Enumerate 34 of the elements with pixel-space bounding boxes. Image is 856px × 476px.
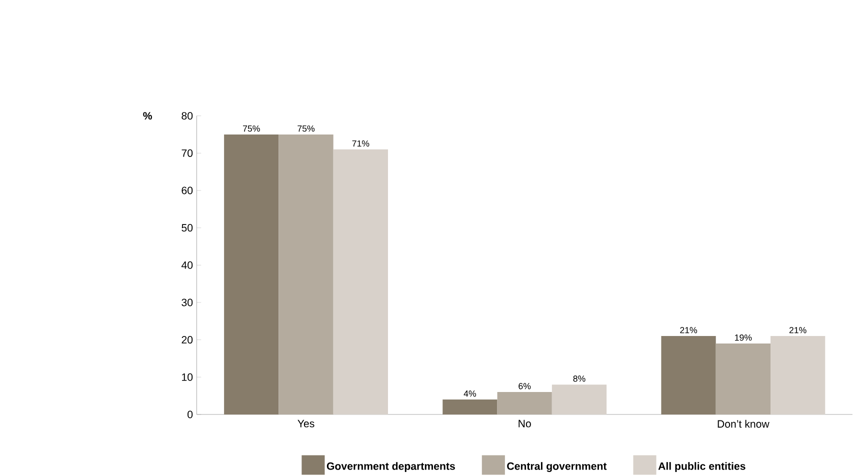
bar: [552, 384, 607, 414]
data-label: 19%: [735, 334, 752, 340]
bar: [333, 149, 388, 414]
data-label: 71%: [352, 140, 370, 146]
bar: [770, 336, 826, 414]
x-tick-label: Don’t know: [718, 420, 770, 428]
y-axis-title: %: [143, 112, 152, 120]
legend-label: All public entities: [658, 462, 746, 472]
legend-label: Government departments: [326, 462, 455, 472]
bar: [278, 134, 334, 414]
x-tick-label: Yes: [298, 420, 314, 428]
x-tick-label: No: [518, 420, 531, 428]
y-tick-label: 60: [182, 186, 193, 194]
data-label: 6%: [518, 382, 531, 389]
bar: [497, 392, 552, 414]
bar: [716, 343, 771, 414]
data-label: 4%: [464, 390, 476, 396]
legend-label: Central government: [507, 462, 607, 472]
data-label: 21%: [789, 326, 806, 333]
data-label: 75%: [243, 125, 260, 132]
y-tick-label: 20: [182, 336, 193, 344]
bar: [224, 134, 279, 414]
y-tick-label: 80: [182, 112, 193, 120]
data-label: 21%: [680, 326, 698, 333]
data-label: 8%: [573, 375, 586, 382]
y-tick-label: 10: [182, 373, 193, 381]
bar: [442, 399, 498, 414]
y-tick-label: 40: [181, 261, 193, 269]
data-label: 75%: [298, 125, 315, 132]
y-tick-label: 0: [188, 410, 193, 418]
y-tick-label: 30: [182, 298, 193, 306]
y-tick-label: 70: [182, 149, 193, 157]
y-tick-label: 50: [182, 224, 193, 232]
bar: [661, 336, 716, 414]
